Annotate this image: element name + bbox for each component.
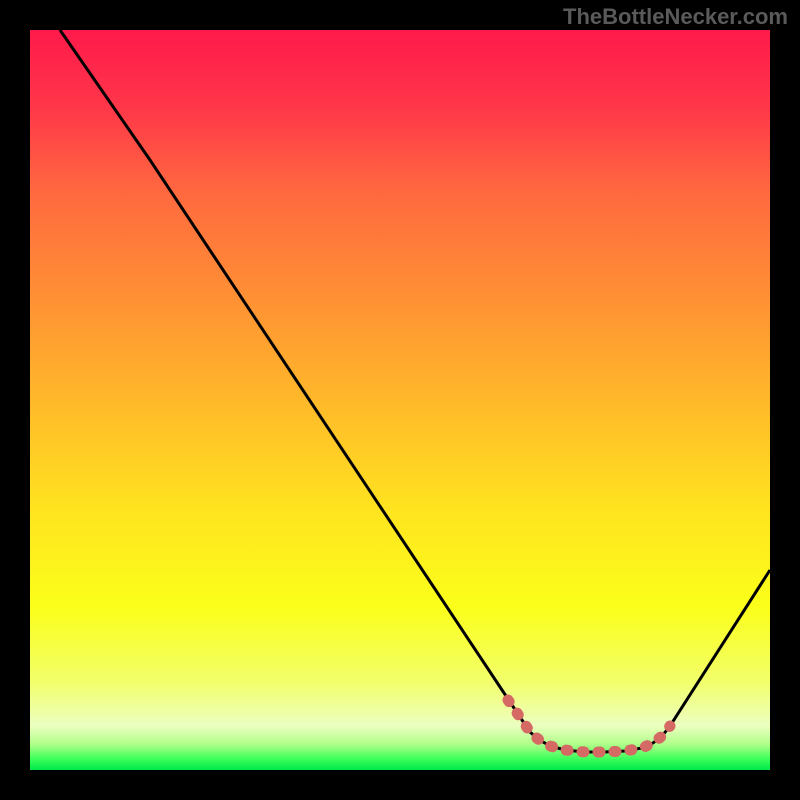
plot-area: [30, 30, 770, 770]
chart-container: TheBottleNecker.com: [0, 0, 800, 800]
watermark-text: TheBottleNecker.com: [563, 4, 788, 30]
gradient-background: [30, 30, 770, 770]
chart-svg: [30, 30, 770, 770]
